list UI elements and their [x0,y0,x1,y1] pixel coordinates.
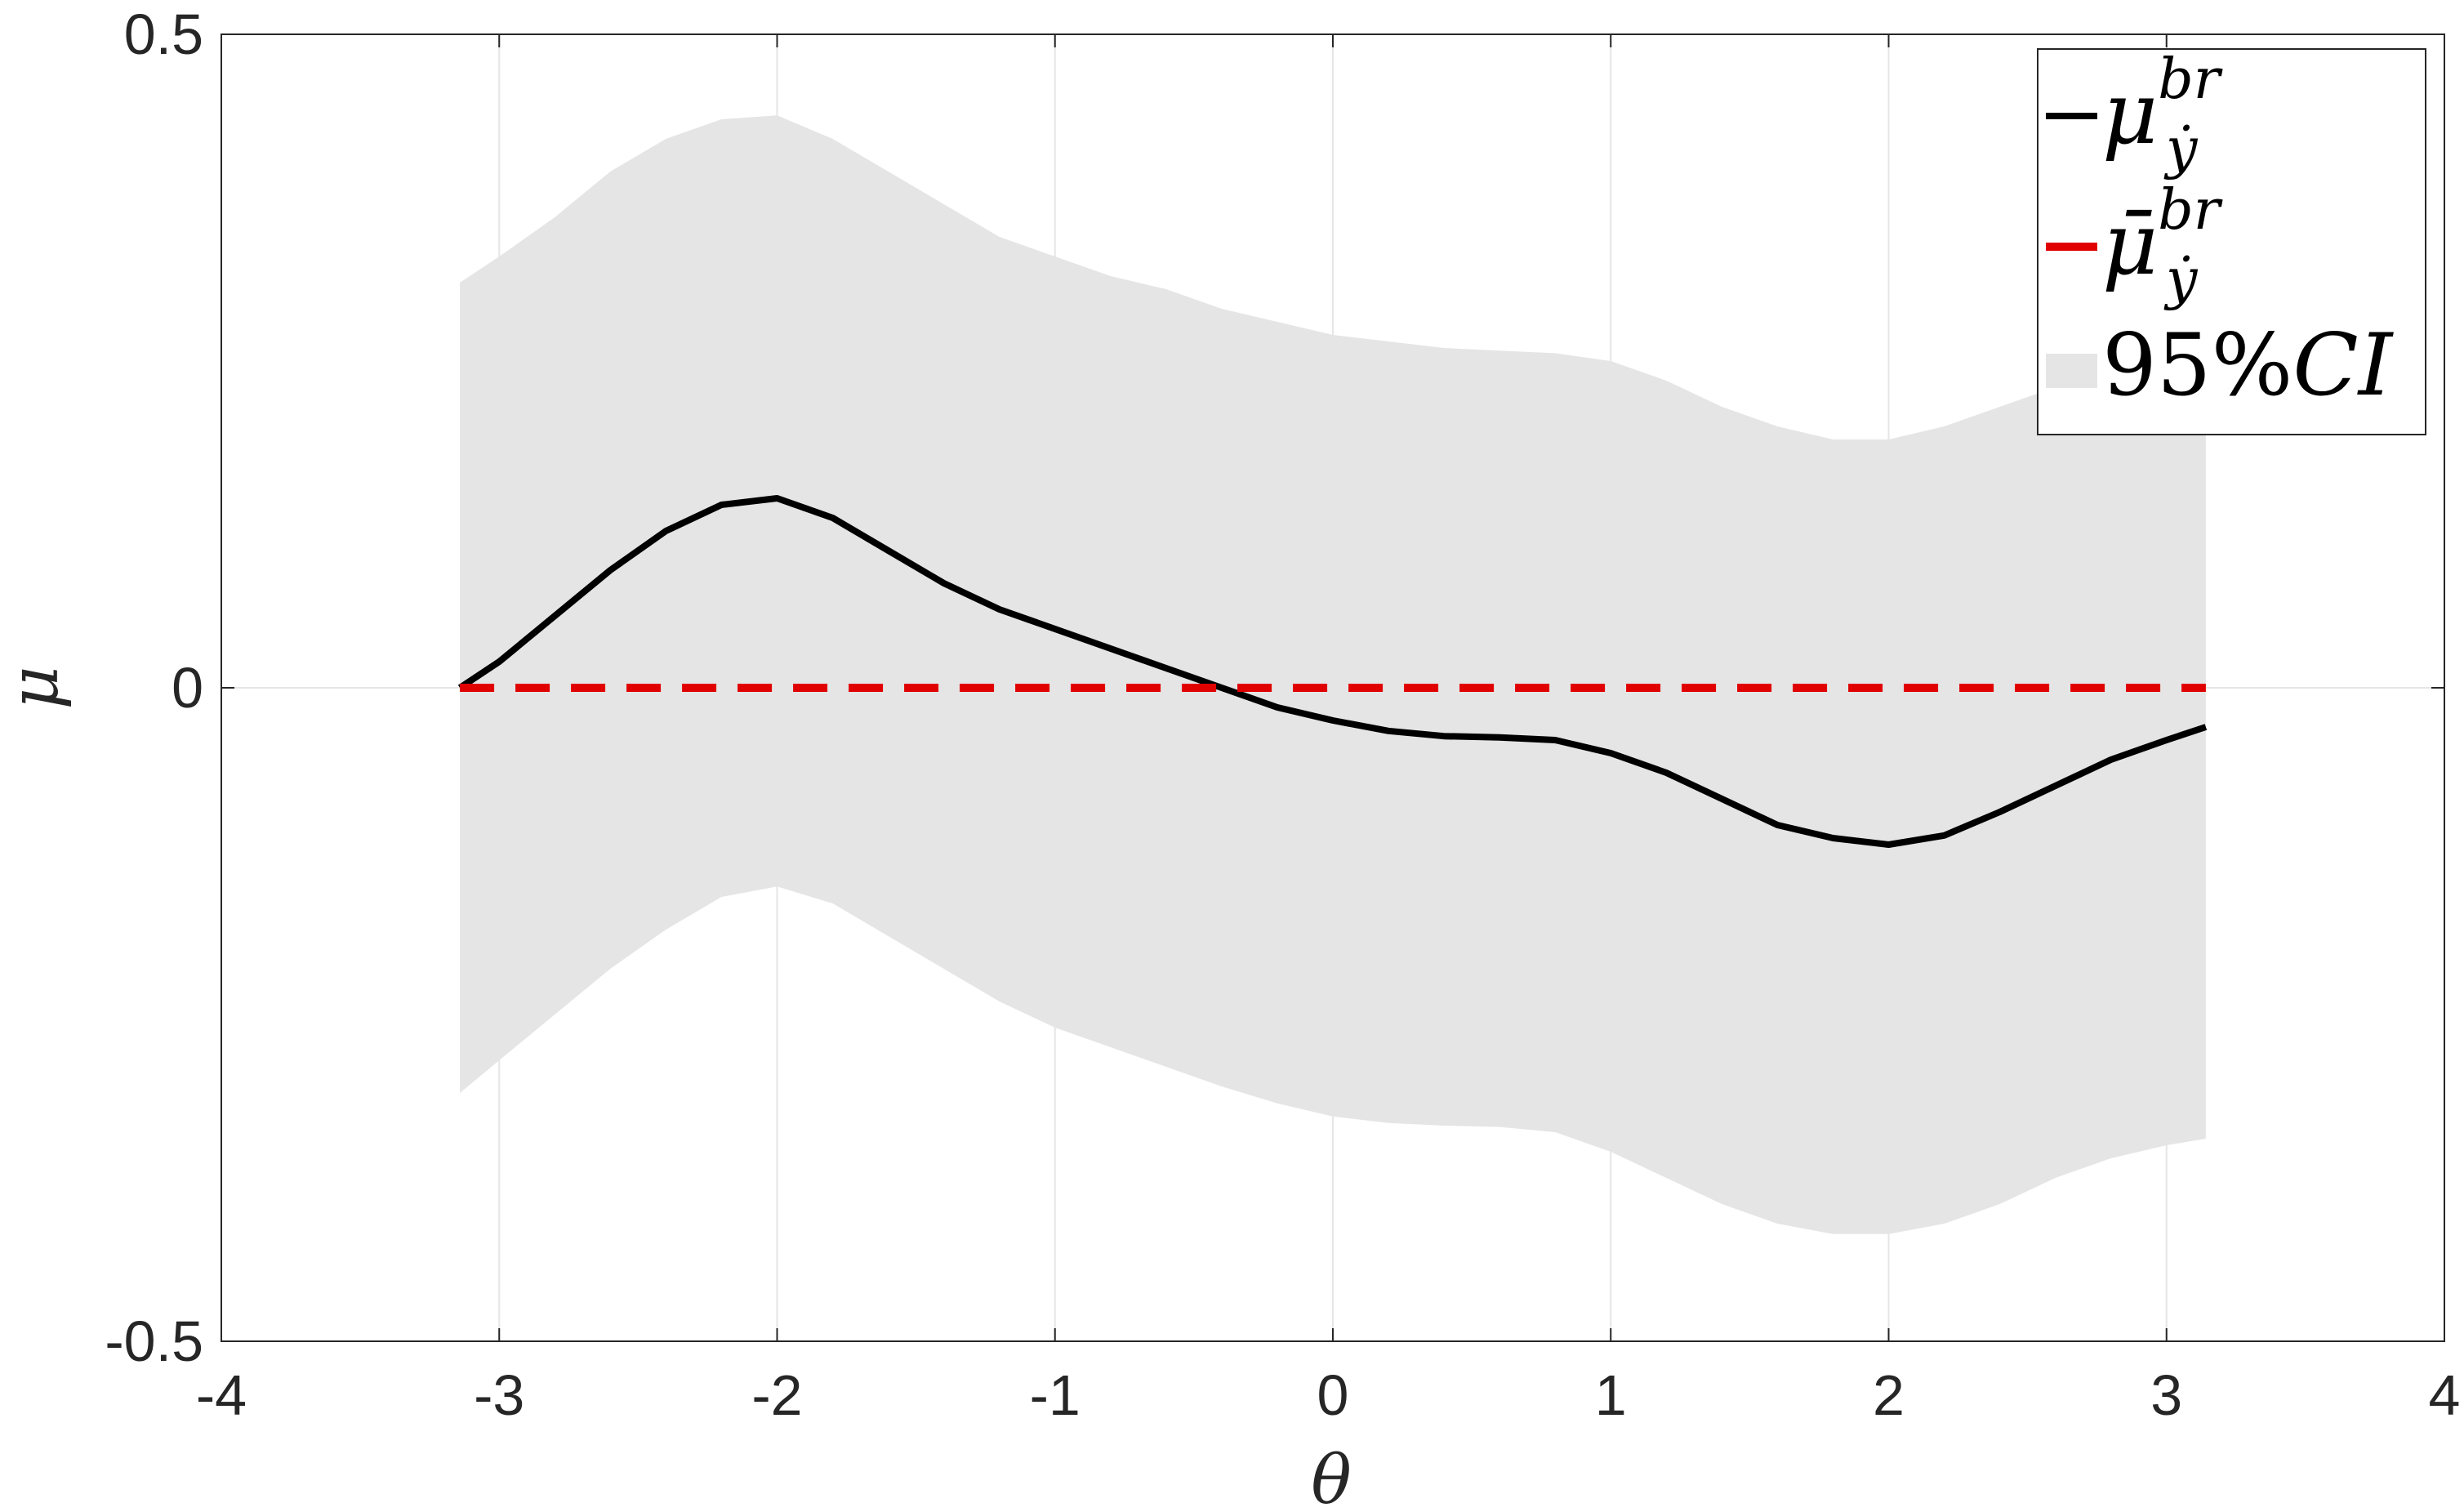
confidence-band [460,115,2206,1234]
y-axis-label: μ [0,666,74,709]
legend-mean-sub: ẏ [2163,117,2199,181]
axes-frame [221,33,2445,1342]
legend-ci-num: 95% [2102,315,2292,415]
series-line-0 [457,495,2208,848]
legend-mean-sup: br [2158,47,2223,112]
x-tick-label-5: 1 [1595,1363,1627,1427]
y-tick-label-0: -0.5 [105,1309,203,1373]
legend-swatch-ci [2046,354,2097,388]
legend-mean-base: μ [2102,64,2158,163]
legend-prior-base: μ̄ [2102,194,2158,294]
x-axis-label: θ [1311,1442,1351,1512]
y-tick-label-1: 0 [172,656,203,720]
legend-box [2037,48,2426,435]
legend-label-ci: 95%CI [2102,315,2395,415]
x-tick-label-1: -3 [474,1363,524,1427]
x-tick-label-7: 3 [2150,1363,2182,1427]
x-tick-label-4: 0 [1317,1363,1349,1427]
axes-box [221,33,2445,1342]
legend: μbr ẏ μ̄br ẏ 95%CI [2037,47,2426,435]
x-tick-label-3: -1 [1030,1363,1081,1427]
x-tick-label-8: 4 [2429,1363,2461,1427]
legend-ci-var: CI [2292,315,2394,415]
x-tick-label-2: -2 [751,1363,802,1427]
series-layer [457,495,2208,848]
x-tick-label-0: -4 [196,1363,247,1427]
y-tick-label-2: 0.5 [124,2,203,66]
legend-label-mean: μbr ẏ [2102,47,2223,181]
tick-labels: -4 -3 -2 -1 0 1 2 3 4 -0.5 0 0.5 [105,2,2460,1427]
legend-prior-sub: ẏ [2163,248,2199,312]
x-tick-label-6: 2 [1873,1363,1905,1427]
legend-prior-sup: br [2158,178,2223,243]
legend-label-prior: μ̄br ẏ [2102,178,2223,312]
